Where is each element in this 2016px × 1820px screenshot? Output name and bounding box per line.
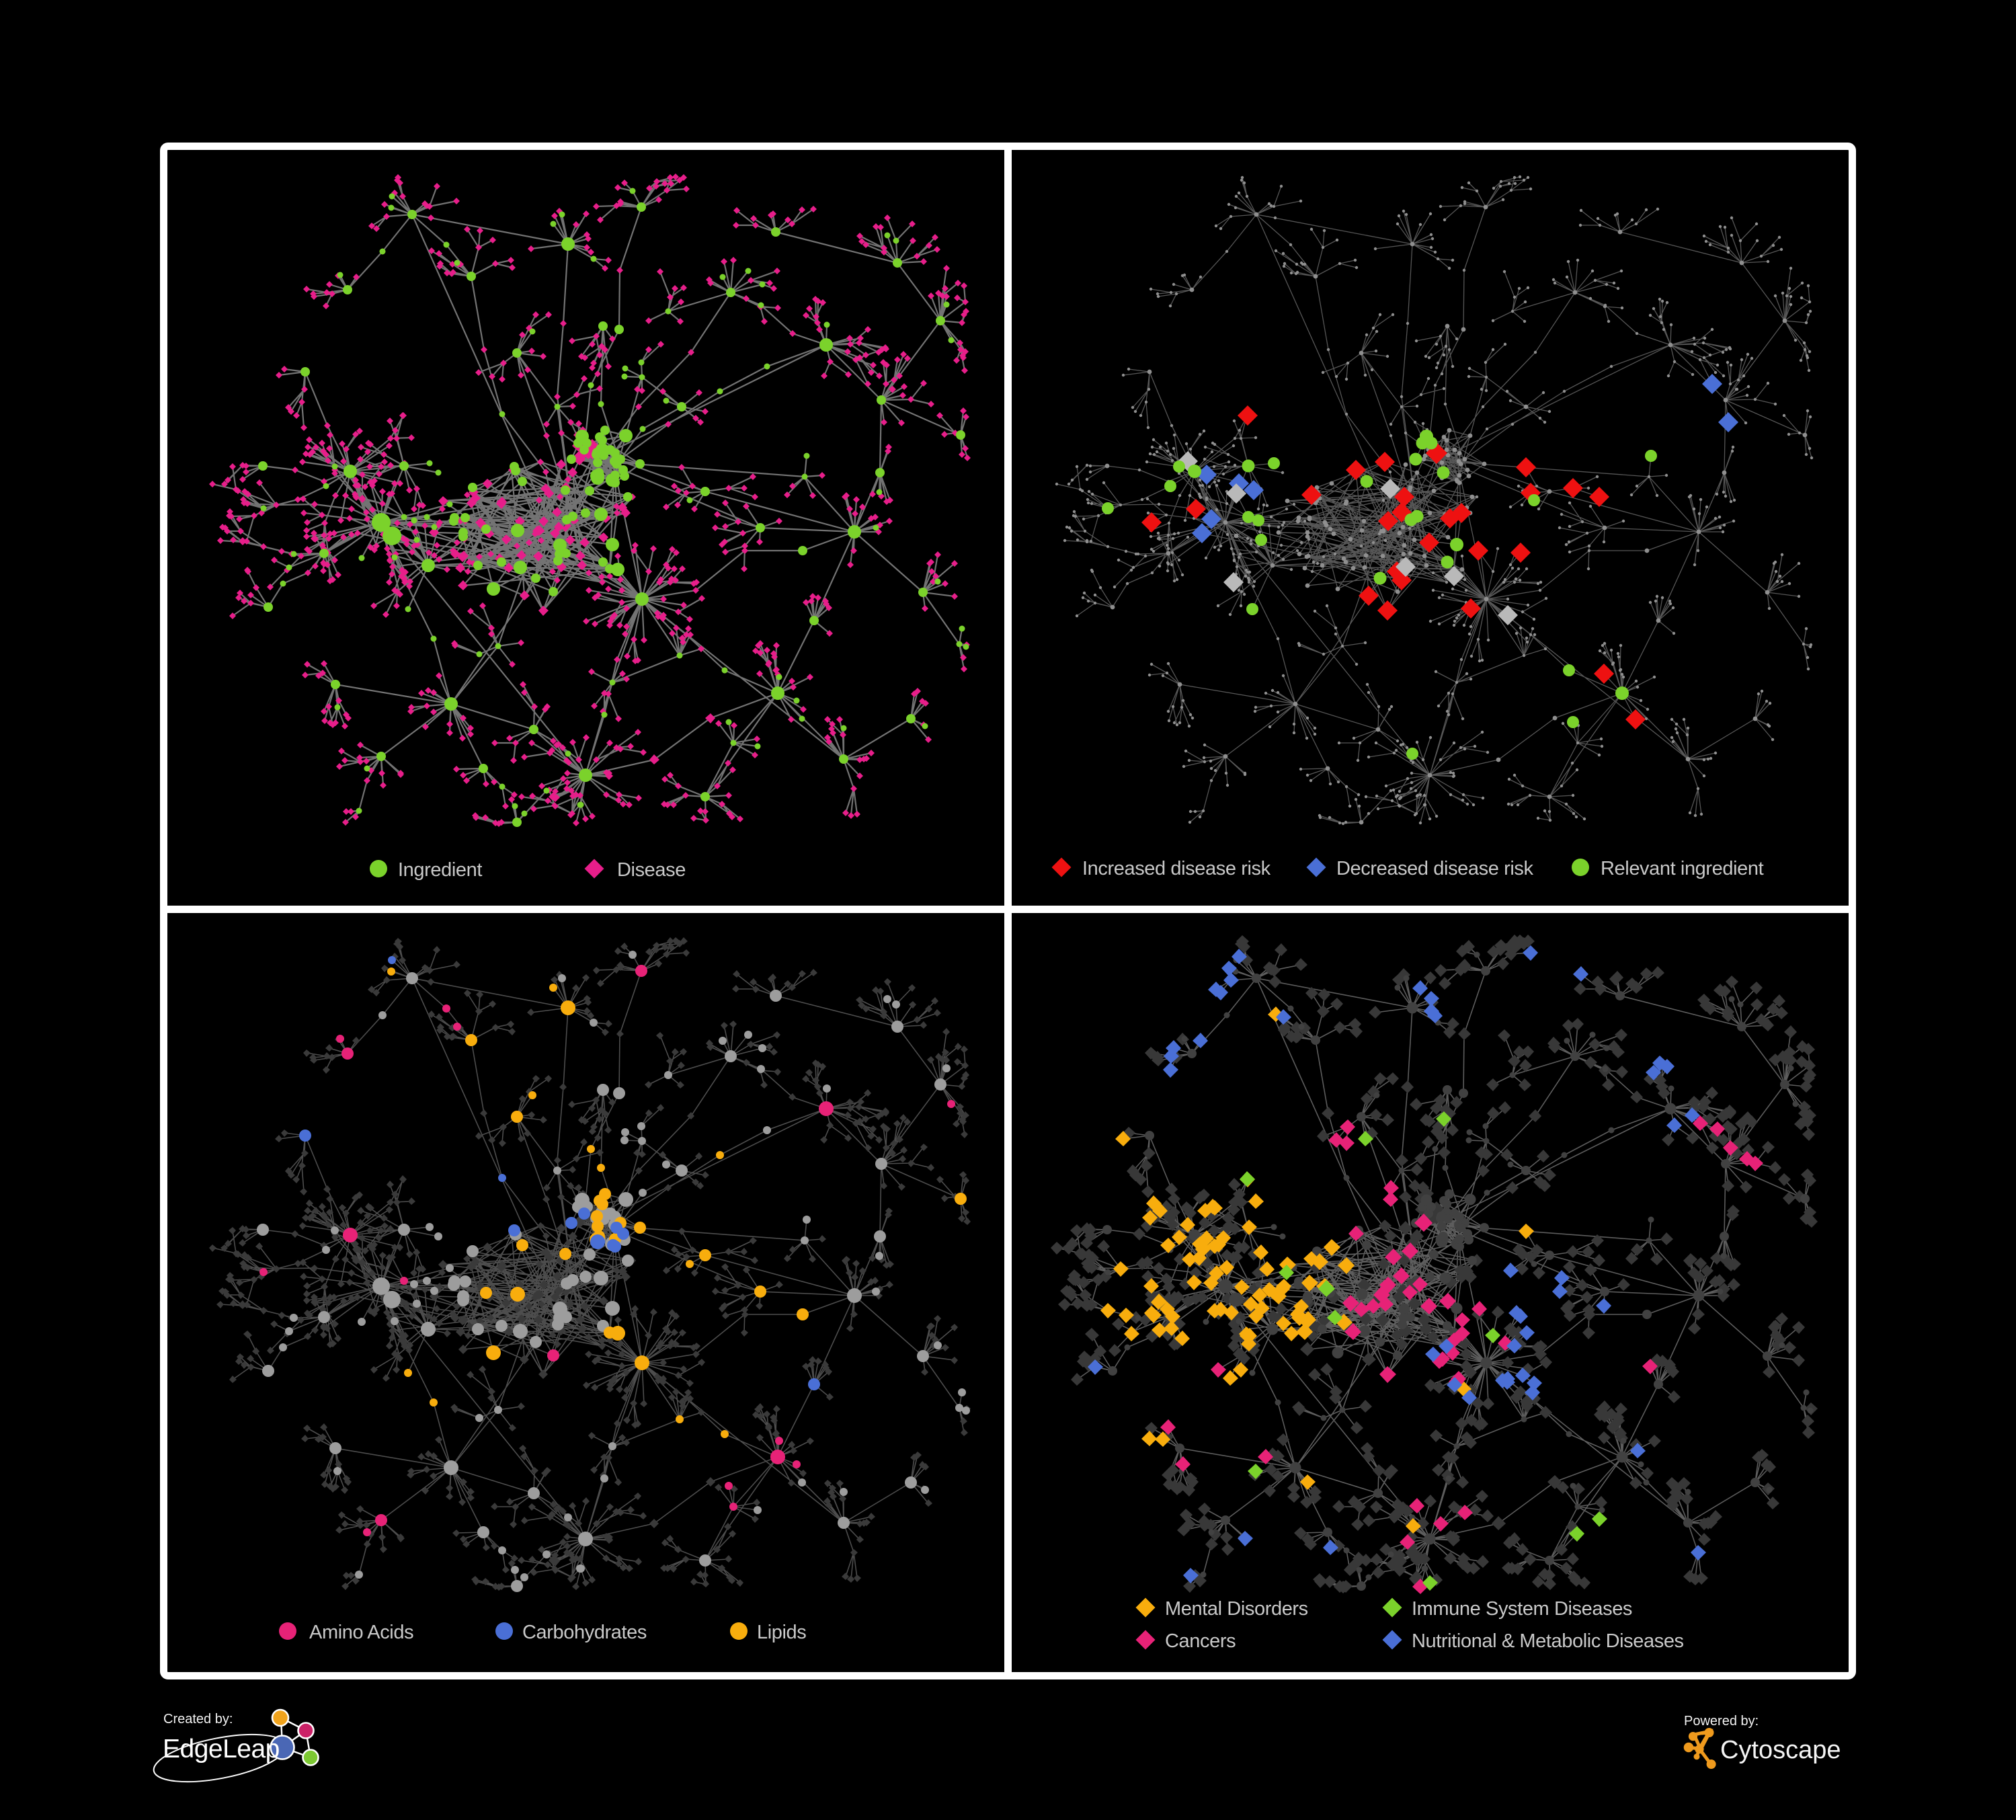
svg-text:Increased disease risk: Increased disease risk <box>1082 858 1271 879</box>
svg-text:Created by:: Created by: <box>163 1712 233 1727</box>
svg-text:Relevant ingredient: Relevant ingredient <box>1601 858 1764 879</box>
svg-text:Mental Disorders: Mental Disorders <box>1165 1598 1308 1620</box>
svg-text:Cancers: Cancers <box>1165 1630 1236 1652</box>
svg-text:Lipids: Lipids <box>757 1622 806 1643</box>
svg-text:Decreased disease risk: Decreased disease risk <box>1336 858 1534 879</box>
svg-text:Carbohydrates: Carbohydrates <box>522 1622 647 1643</box>
svg-text:Nutritional & Metabolic Diseas: Nutritional & Metabolic Diseases <box>1412 1630 1684 1652</box>
svg-text:Cytoscape: Cytoscape <box>1720 1736 1841 1764</box>
svg-text:Powered by:: Powered by: <box>1684 1714 1759 1729</box>
svg-text:Immune System Diseases: Immune System Diseases <box>1412 1598 1632 1620</box>
svg-text:Disease: Disease <box>617 859 686 881</box>
svg-text:Amino Acids: Amino Acids <box>309 1622 413 1643</box>
svg-text:EdgeLeap: EdgeLeap <box>163 1735 280 1764</box>
svg-text:Ingredient: Ingredient <box>398 859 482 881</box>
